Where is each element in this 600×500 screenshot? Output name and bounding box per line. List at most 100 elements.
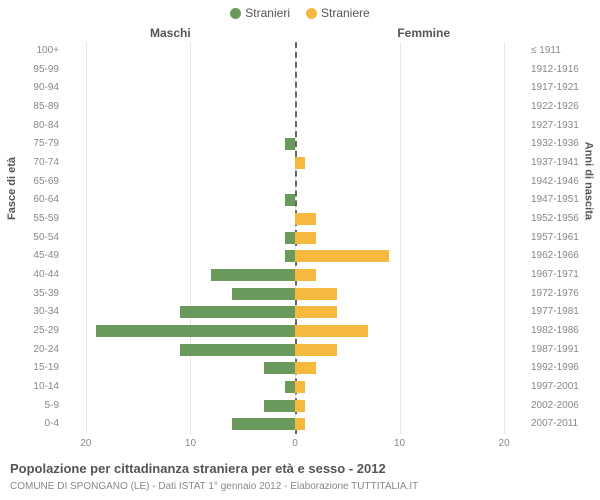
bar-male [285, 232, 295, 244]
age-label: 60-64 [33, 191, 59, 209]
age-row: 100+≤ 1911 [65, 42, 525, 61]
plot-area: 201001020100+≤ 191195-991912-191690-9419… [65, 42, 525, 434]
age-label: 40-44 [33, 266, 59, 284]
age-label: 75-79 [33, 135, 59, 153]
birth-year-label: 1997-2001 [531, 378, 579, 396]
age-row: 60-641947-1951 [65, 191, 525, 210]
legend-swatch [230, 8, 241, 19]
bar-female [295, 269, 316, 281]
bar-male [285, 138, 295, 150]
birth-year-label: 1922-1926 [531, 98, 579, 116]
birth-year-label: 1952-1956 [531, 210, 579, 228]
birth-year-label: 2007-2011 [531, 415, 578, 433]
age-label: 70-74 [33, 154, 59, 172]
age-row: 75-791932-1936 [65, 135, 525, 154]
age-row: 40-441967-1971 [65, 266, 525, 285]
age-row: 85-891922-1926 [65, 98, 525, 117]
age-label: 25-29 [33, 322, 59, 340]
age-row: 35-391972-1976 [65, 285, 525, 304]
birth-year-label: 1982-1986 [531, 322, 579, 340]
bar-female [295, 250, 389, 262]
bar-male [285, 381, 295, 393]
age-label: 85-89 [33, 98, 59, 116]
age-label: 20-24 [33, 341, 59, 359]
age-row: 50-541957-1961 [65, 229, 525, 248]
bar-female [295, 400, 305, 412]
legend: Stranieri Straniere [0, 6, 600, 20]
birth-year-label: 1957-1961 [531, 229, 579, 247]
age-label: 50-54 [33, 229, 59, 247]
birth-year-label: 1987-1991 [531, 341, 579, 359]
bar-male [96, 325, 295, 337]
age-row: 15-191992-1996 [65, 359, 525, 378]
x-tick-label: 10 [185, 438, 196, 449]
bar-male [232, 288, 295, 300]
population-pyramid-chart: StranieriStraniere Maschi Femmine Fasce … [0, 0, 600, 500]
birth-year-label: 1917-1921 [531, 79, 579, 97]
bar-female [295, 362, 316, 374]
age-row: 55-591952-1956 [65, 210, 525, 229]
legend-swatch [306, 8, 317, 19]
x-tick-label: 20 [80, 438, 91, 449]
birth-year-label: 1937-1941 [531, 154, 579, 172]
bar-female [295, 306, 337, 318]
chart-title: Popolazione per cittadinanza straniera p… [10, 461, 386, 476]
birth-year-label: 1942-1946 [531, 173, 579, 191]
birth-year-label: 1962-1966 [531, 247, 579, 265]
bar-male [285, 194, 295, 206]
age-label: 100+ [36, 42, 59, 60]
age-label: 90-94 [33, 79, 59, 97]
birth-year-label: 1912-1916 [531, 61, 579, 79]
legend-item: Straniere [306, 6, 370, 20]
bar-female [295, 325, 368, 337]
bar-female [295, 288, 337, 300]
bar-female [295, 418, 305, 430]
age-row: 0-42007-2011 [65, 415, 525, 434]
x-tick-label: 0 [292, 438, 298, 449]
age-label: 5-9 [45, 397, 59, 415]
age-row: 20-241987-1991 [65, 341, 525, 360]
age-row: 25-291982-1986 [65, 322, 525, 341]
age-label: 95-99 [33, 61, 59, 79]
birth-year-label: 2002-2006 [531, 397, 579, 415]
age-row: 70-741937-1941 [65, 154, 525, 173]
birth-year-label: 1977-1981 [531, 303, 579, 321]
age-row: 10-141997-2001 [65, 378, 525, 397]
age-label: 55-59 [33, 210, 59, 228]
bar-female [295, 232, 316, 244]
birth-year-label: ≤ 1911 [531, 42, 561, 60]
legend-label: Stranieri [245, 6, 290, 20]
age-label: 30-34 [33, 303, 59, 321]
bar-male [232, 418, 295, 430]
birth-year-label: 1947-1951 [531, 191, 579, 209]
legend-item: Stranieri [230, 6, 290, 20]
bar-female [295, 381, 305, 393]
birth-year-label: 1972-1976 [531, 285, 579, 303]
side-title-male: Maschi [150, 26, 191, 40]
age-row: 95-991912-1916 [65, 61, 525, 80]
bar-female [295, 213, 316, 225]
birth-year-label: 1927-1931 [531, 117, 579, 135]
age-row: 65-691942-1946 [65, 173, 525, 192]
age-label: 35-39 [33, 285, 59, 303]
y-axis-title-right: Anni di nascita [582, 142, 594, 220]
age-label: 10-14 [33, 378, 59, 396]
birth-year-label: 1992-1996 [531, 359, 579, 377]
age-row: 5-92002-2006 [65, 397, 525, 416]
age-label: 0-4 [45, 415, 59, 433]
legend-label: Straniere [321, 6, 370, 20]
x-tick-label: 10 [394, 438, 405, 449]
bar-male [264, 400, 295, 412]
birth-year-label: 1932-1936 [531, 135, 579, 153]
age-row: 30-341977-1981 [65, 303, 525, 322]
bar-female [295, 157, 305, 169]
bar-male [285, 250, 295, 262]
age-row: 45-491962-1966 [65, 247, 525, 266]
bar-male [211, 269, 295, 281]
y-axis-title-left: Fasce di età [6, 157, 18, 220]
bar-male [264, 362, 295, 374]
age-label: 80-84 [33, 117, 59, 135]
age-label: 15-19 [33, 359, 59, 377]
chart-subtitle: COMUNE DI SPONGANO (LE) - Dati ISTAT 1° … [10, 481, 418, 492]
age-row: 90-941917-1921 [65, 79, 525, 98]
